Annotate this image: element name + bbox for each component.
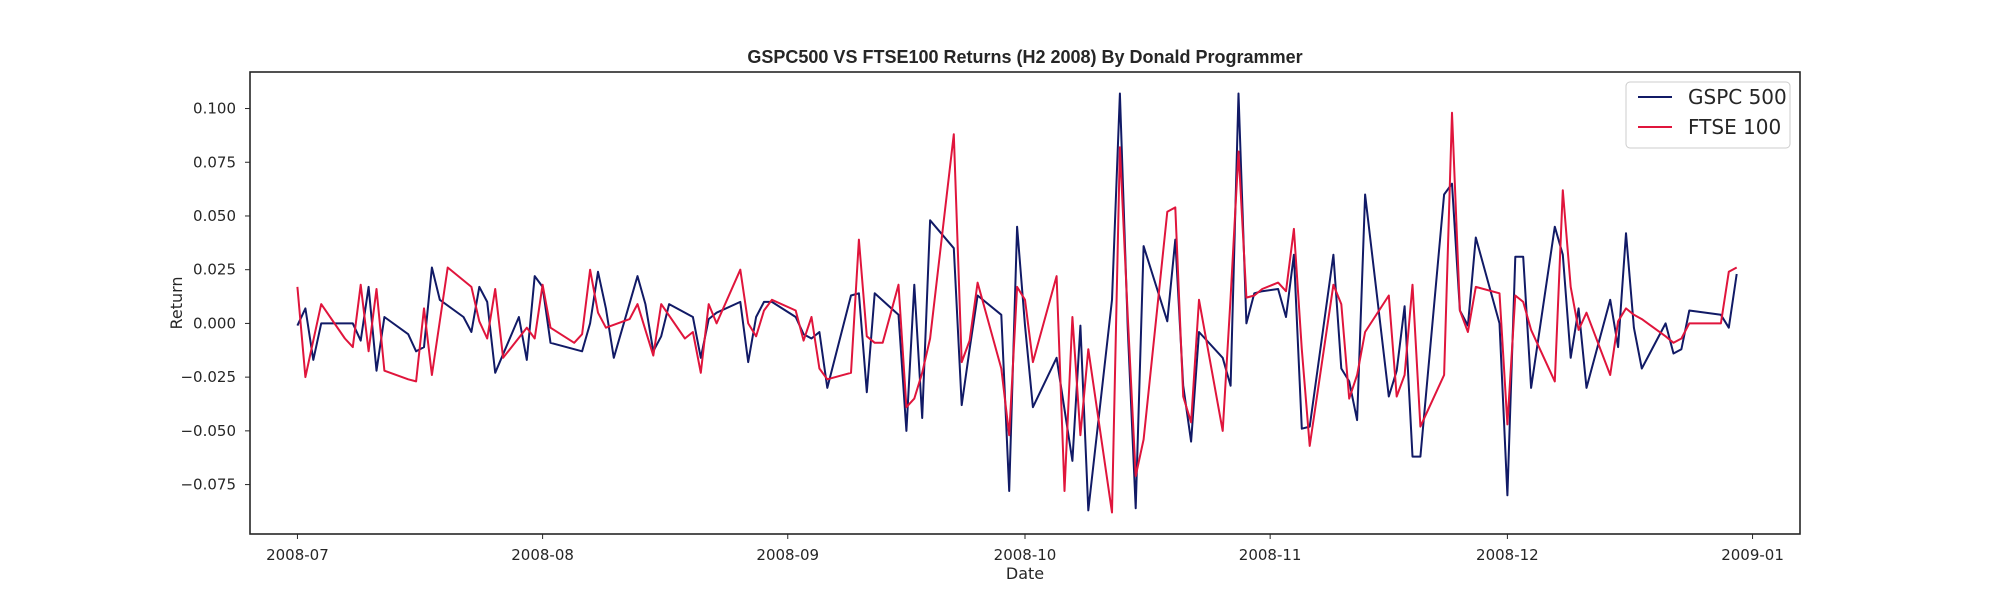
y-axis: 0.100 0.075 0.050 0.025 0.000 −0.025 −0.050 −0.… [180,100,250,494]
legend-box [1625,81,1791,149]
x-tick-label: 2008-12 [1476,546,1539,564]
x-tick-label: 2008-07 [266,546,329,564]
x-tick-label: 2008-09 [756,546,819,564]
legend: GSPC 500 FTSE 100 [1625,81,1791,149]
y-tick-label: −0.050 [180,422,236,440]
y-tick-label: 0.050 [193,207,236,225]
x-axis: 2008-07 2008-08 2008-09 2008-10 2008-11 2008-… [266,534,1784,564]
y-tick-label: 0.025 [193,261,236,279]
legend-label-ftse: FTSE 100 [1688,115,1781,139]
x-tick-label: 2008-08 [511,546,574,564]
y-tick-label: 0.000 [193,314,236,332]
y-tick-label: −0.075 [180,476,236,494]
series-line-ftse-100 [296,111,1738,514]
y-tick-label: −0.025 [180,368,236,386]
x-tick-label: 2009-01 [1721,546,1784,564]
x-axis-label: Date [1006,564,1044,583]
y-tick-label: 0.075 [193,153,236,171]
legend-label-gspc: GSPC 500 [1688,85,1787,109]
series-lines [296,92,1738,514]
series-line-gspc-500 [296,92,1738,512]
y-tick-label: 0.100 [193,100,236,118]
x-tick-label: 2008-11 [1239,546,1302,564]
y-axis-label: Return [167,276,186,329]
x-tick-label: 2008-10 [994,546,1057,564]
chart-title: GSPC500 VS FTSE100 Returns (H2 2008) By … [747,47,1302,67]
